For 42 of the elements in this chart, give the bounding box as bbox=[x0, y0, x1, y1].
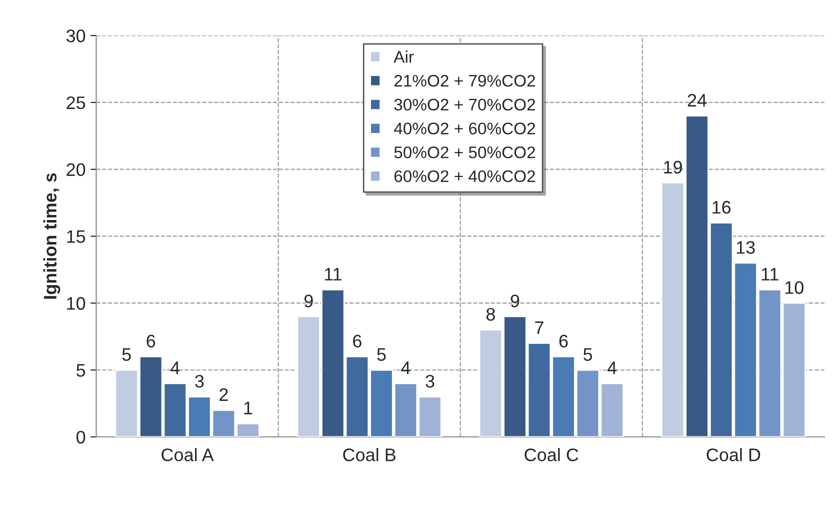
legend-label: 21%O2 + 79%CO2 bbox=[394, 74, 536, 87]
data-label: 9 bbox=[304, 294, 313, 308]
y-tick-label: 15 bbox=[67, 230, 86, 243]
x-tick-label: Coal B bbox=[343, 448, 396, 462]
data-label: 4 bbox=[401, 362, 410, 374]
data-label: 10 bbox=[785, 281, 804, 294]
y-tick-label: 30 bbox=[66, 29, 86, 42]
data-label: 9 bbox=[510, 294, 520, 308]
data-label: 5 bbox=[377, 348, 386, 361]
y-axis-title: Ignition time, s bbox=[43, 173, 60, 299]
y-tick-label: 10 bbox=[67, 297, 86, 310]
x-tick-label: Coal A bbox=[162, 448, 214, 462]
data-label: 11 bbox=[324, 268, 342, 280]
data-label: 5 bbox=[583, 348, 592, 361]
data-label: 7 bbox=[535, 322, 544, 334]
y-tick-label: 25 bbox=[66, 96, 86, 110]
data-label: 24 bbox=[688, 94, 707, 107]
data-label: 3 bbox=[426, 374, 434, 388]
legend-label: 60%O2 + 40%CO2 bbox=[394, 170, 536, 182]
y-tick-label: 0 bbox=[76, 430, 86, 444]
data-label: 8 bbox=[486, 308, 495, 321]
x-tick-label: Coal D bbox=[706, 448, 760, 462]
legend-label: Air bbox=[394, 50, 414, 63]
x-tick-label: Coal C bbox=[524, 448, 578, 462]
data-label: 3 bbox=[195, 374, 204, 388]
data-label: 16 bbox=[712, 200, 731, 214]
data-label: 6 bbox=[353, 334, 362, 348]
legend-label: 30%O2 + 70%CO2 bbox=[394, 98, 536, 111]
legend-label: 40%O2 + 60%CO2 bbox=[394, 122, 536, 134]
data-label: 1 bbox=[244, 402, 252, 414]
legend-label: 50%O2 + 50%CO2 bbox=[394, 146, 536, 158]
y-tick-label: 5 bbox=[76, 364, 86, 377]
data-label: 19 bbox=[664, 160, 682, 174]
data-label: 11 bbox=[762, 268, 778, 280]
data-label: 6 bbox=[146, 334, 156, 348]
data-label: 2 bbox=[220, 388, 228, 401]
data-label: 4 bbox=[170, 362, 180, 374]
data-label: 13 bbox=[736, 241, 755, 254]
data-label: 4 bbox=[607, 362, 617, 374]
data-label: 6 bbox=[559, 334, 568, 348]
y-tick-label: 20 bbox=[66, 163, 86, 176]
data-label: 5 bbox=[122, 348, 131, 361]
